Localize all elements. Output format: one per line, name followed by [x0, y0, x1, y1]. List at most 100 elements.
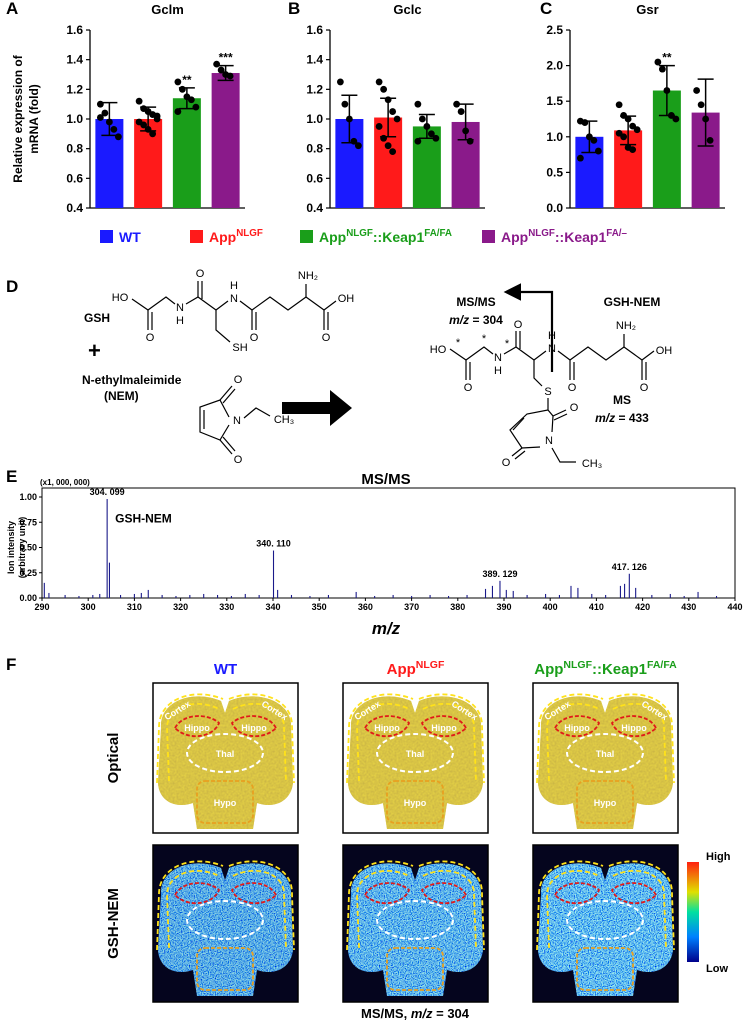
plus: +: [88, 338, 101, 363]
data-point: [101, 109, 109, 117]
y-tick-label: 0.6: [66, 171, 83, 185]
data-point: [414, 100, 422, 108]
y-tick-label: 1.2: [66, 82, 83, 96]
msms-mz: m/z = 304: [449, 313, 503, 327]
text-part: NLGF: [563, 659, 592, 671]
product-label: GSH-NEM: [604, 295, 661, 309]
text-part: App: [387, 661, 416, 678]
y-tick-label: 1.4: [66, 53, 83, 67]
x-tick-label: 360: [358, 602, 373, 612]
y-tick-label: 0.5: [546, 165, 563, 179]
data-point: [423, 123, 431, 130]
atom: H: [230, 280, 238, 292]
atom: CH₃: [582, 458, 602, 470]
atom: N: [230, 293, 238, 305]
atom: O: [322, 332, 331, 344]
x-tick-label: 430: [681, 602, 696, 612]
y-tick-label: 0.8: [66, 142, 83, 156]
atom: S: [544, 386, 551, 398]
x-tick-label: 300: [81, 602, 96, 612]
data-point: [633, 126, 641, 134]
bar: [211, 73, 240, 209]
x-tick-label: 340: [265, 602, 280, 612]
data-point: [672, 115, 680, 123]
y-tick-label: 1.00: [19, 492, 37, 502]
data-point: [217, 66, 225, 74]
text-part: WT: [214, 661, 237, 678]
colorbar-low: Low: [706, 963, 728, 975]
atom: N: [548, 343, 556, 355]
legend-swatch: [300, 230, 313, 243]
region-label: Hippo: [621, 723, 647, 733]
data-point: [174, 78, 182, 86]
panel-letter: F: [6, 655, 16, 674]
atom: HO: [112, 292, 129, 304]
text-part: m/z: [411, 1006, 433, 1021]
y-tick-label: 1.4: [306, 53, 323, 67]
significance: ***: [219, 51, 233, 65]
caption: MS/MS, m/z = 304: [361, 1006, 470, 1021]
atom: OH: [656, 345, 673, 357]
data-point: [380, 85, 388, 93]
legend-label: WT: [119, 229, 141, 245]
atom: H: [176, 315, 184, 327]
data-point: [389, 148, 397, 156]
x-tick-label: 370: [404, 602, 419, 612]
legend-label: AppNLGF::Keap1FA/FA: [319, 228, 452, 245]
data-point: [389, 108, 397, 115]
atom: O: [234, 454, 243, 466]
x-tick-label: 380: [450, 602, 465, 612]
region-label: Hypo: [404, 798, 427, 808]
data-point: [466, 137, 474, 145]
x-tick-label: 350: [312, 602, 327, 612]
y-tick-label: 0.4: [66, 201, 83, 215]
atom: O: [234, 374, 243, 386]
data-point: [135, 97, 143, 105]
data-point: [697, 101, 705, 109]
data-point: [615, 101, 623, 109]
text-part: NLGF: [346, 228, 373, 239]
panel-letter: C: [540, 0, 552, 18]
atom: O: [570, 402, 579, 414]
text-part: WT: [119, 229, 141, 245]
atom: O: [196, 268, 205, 280]
peak-label: 389. 129: [482, 569, 517, 579]
atom: *: [482, 333, 487, 345]
data-point: [96, 114, 104, 121]
nem-label: N-ethylmaleimide: [82, 373, 182, 387]
annotation: GSH-NEM: [115, 511, 172, 525]
column-header: WT: [214, 661, 237, 678]
ms-image: [532, 844, 679, 1003]
data-point: [174, 108, 182, 115]
x-axis-label: m/z: [372, 619, 401, 638]
y-tick-label: 0.50: [19, 543, 37, 553]
legend-label: AppNLGF: [209, 228, 263, 245]
panel-letter: E: [6, 467, 17, 486]
data-point: [581, 119, 589, 126]
atom: NH₂: [616, 320, 636, 332]
gsh-structure: HO O N H O N H O NH₂ O OH SH: [112, 268, 355, 354]
colorbar-high: High: [706, 851, 731, 863]
data-point: [427, 130, 435, 138]
data-point: [380, 134, 388, 142]
atom: O: [146, 332, 155, 344]
y-tick-label: 1.5: [546, 94, 563, 108]
text-part: ::Keap1: [555, 229, 607, 245]
atom: O: [250, 332, 259, 344]
msms-label: MS/MS: [456, 295, 495, 309]
colorbar: [687, 862, 699, 962]
x-tick-label: 400: [543, 602, 558, 612]
text-part: FA/–: [606, 228, 627, 239]
data-point: [706, 136, 714, 144]
region-label: Hippo: [241, 723, 267, 733]
atom: N: [176, 302, 184, 314]
ms-mz: m/z = 433: [595, 411, 649, 425]
text-part: App: [501, 229, 528, 245]
atom: O: [464, 382, 473, 394]
data-point: [192, 103, 200, 111]
ms-label: MS: [613, 393, 631, 407]
data-point: [336, 78, 344, 86]
atom: N: [233, 415, 241, 427]
ms-image: [152, 844, 299, 1003]
